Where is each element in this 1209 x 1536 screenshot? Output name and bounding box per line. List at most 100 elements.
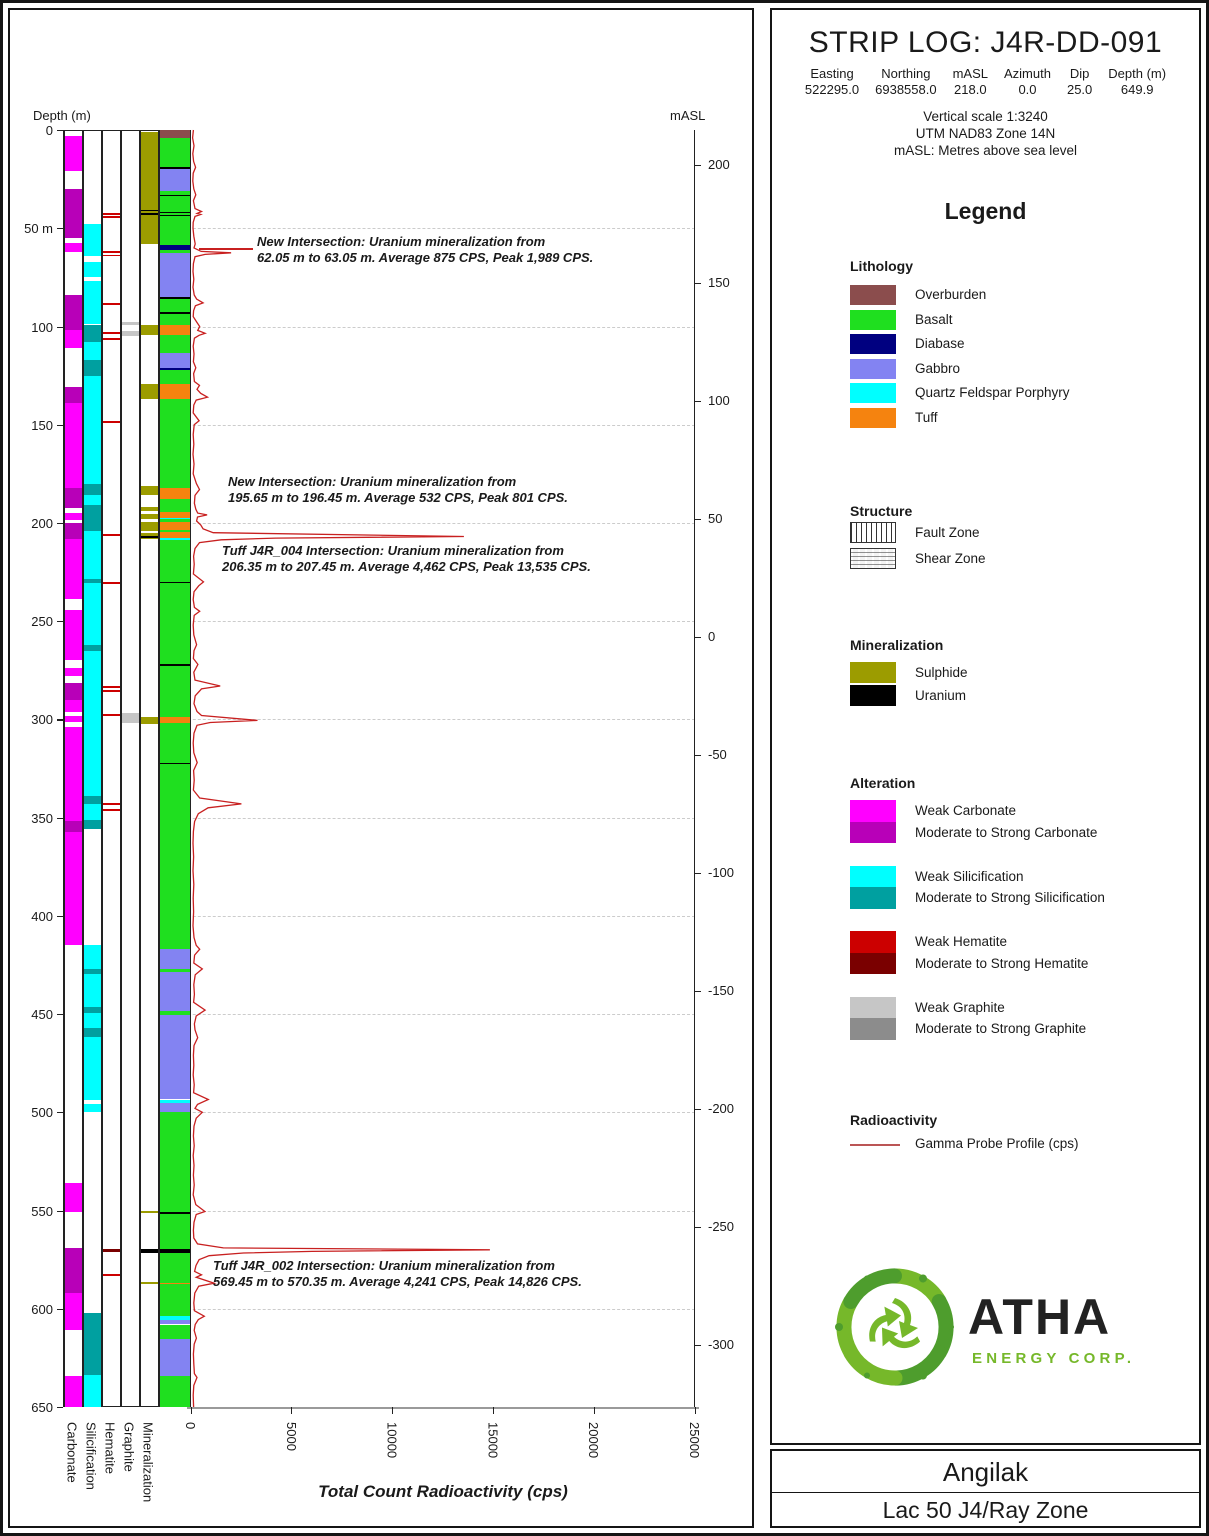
depth-tick-label: 500 bbox=[31, 1105, 53, 1121]
lithology-interval-gabbro bbox=[160, 949, 190, 969]
depth-tick-label: 100 bbox=[31, 319, 53, 335]
lithology-uranium-mark bbox=[160, 211, 190, 214]
lithology-interval-diabase bbox=[160, 367, 190, 370]
silicification-interval bbox=[84, 1104, 101, 1113]
radioactivity-label: Gamma Probe Profile (cps) bbox=[915, 1136, 1079, 1151]
carbonate-interval bbox=[65, 820, 82, 833]
depth-tick-label: 550 bbox=[31, 1203, 53, 1219]
carbonate-interval bbox=[65, 1293, 82, 1331]
graphite-interval bbox=[122, 331, 139, 336]
gamma-line-swatch bbox=[850, 1144, 900, 1146]
column-mineralization bbox=[140, 130, 159, 1407]
structure-swatch-fault bbox=[850, 522, 896, 543]
lithology-interval-basalt bbox=[160, 1252, 190, 1283]
hematite-interval bbox=[103, 689, 120, 692]
depth-tick bbox=[57, 130, 63, 132]
mineralization-interval bbox=[141, 485, 158, 496]
depth-tick bbox=[57, 1112, 63, 1114]
lithology-swatch-gabbro bbox=[850, 358, 896, 379]
lithology-interval-basalt bbox=[160, 297, 190, 325]
cps-tick-label: 10000 bbox=[384, 1422, 400, 1459]
hole-info-easting: Easting 522295.0 bbox=[805, 66, 859, 98]
lithology-interval-basalt bbox=[160, 968, 190, 972]
depth-tick-label: 450 bbox=[31, 1007, 53, 1023]
mineralization-interval bbox=[141, 514, 158, 519]
lithology-interval-basalt bbox=[160, 1375, 190, 1407]
alteration-label-strong: Moderate to Strong Silicification bbox=[915, 890, 1105, 905]
lithology-swatch-basalt bbox=[850, 309, 896, 330]
hole-info-label: Depth (m) bbox=[1108, 66, 1167, 81]
hole-info-northing: Northing 6938558.0 bbox=[875, 66, 936, 98]
silicification-interval bbox=[84, 973, 101, 1008]
hematite-interval bbox=[103, 686, 120, 688]
cps-tick bbox=[694, 1407, 696, 1414]
intersection-annotation: Tuff J4R_002 Intersection: Uranium miner… bbox=[213, 1258, 582, 1289]
footer-divider bbox=[772, 1492, 1199, 1493]
silicification-interval bbox=[84, 945, 101, 969]
hole-info-value: 649.9 bbox=[1120, 82, 1154, 97]
hole-info-value: 522295.0 bbox=[804, 82, 860, 97]
depth-tick bbox=[57, 1014, 63, 1016]
column-title-hematite: Hematite bbox=[102, 1422, 118, 1475]
carbonate-interval bbox=[65, 1375, 82, 1407]
lithology-uranium-mark bbox=[160, 664, 190, 666]
lithology-swatch-qfp bbox=[850, 383, 896, 403]
title-legend-panel: STRIP LOG: J4R-DD-091 Easting 522295.0 Nor… bbox=[770, 8, 1201, 1445]
alteration-label-weak: Weak Graphite bbox=[915, 999, 1005, 1015]
lithology-interval-tuff bbox=[160, 532, 190, 539]
mineralization-interval bbox=[141, 132, 158, 244]
carbonate-interval bbox=[65, 188, 82, 239]
hematite-interval bbox=[103, 332, 120, 335]
lithology-uranium-mark bbox=[160, 214, 190, 217]
carbonate-interval bbox=[65, 538, 82, 600]
project-name: Angilak bbox=[942, 1457, 1029, 1487]
masl-tick-label: 200 bbox=[708, 157, 730, 172]
legend-heading-radioactivity: Radioactivity bbox=[850, 1112, 938, 1128]
mineralization-swatch-uranium bbox=[850, 685, 896, 706]
masl-tick bbox=[695, 991, 701, 993]
depth-tick-label: 150 bbox=[31, 417, 53, 433]
hematite-interval bbox=[103, 1249, 120, 1252]
lithology-uranium-mark bbox=[160, 297, 190, 299]
depth-tick bbox=[57, 326, 63, 328]
lithology-interval-basalt bbox=[160, 1011, 190, 1016]
column-silicification bbox=[83, 130, 102, 1407]
depth-tick bbox=[57, 719, 63, 721]
cps-axis-title: Total Count Radioactivity (cps) bbox=[318, 1482, 568, 1501]
column-lithology bbox=[159, 130, 191, 1407]
hole-info-value: 6938558.0 bbox=[875, 82, 937, 97]
scale-notes: Vertical scale 1:3240 UTM NAD83 Zone 14N… bbox=[772, 108, 1199, 159]
hole-info-value: 0.0 bbox=[1018, 82, 1037, 97]
hole-info-value: 25.0 bbox=[1066, 82, 1093, 97]
masl-tick bbox=[695, 283, 701, 285]
hematite-interval bbox=[103, 302, 120, 305]
depth-tick-label: 0 bbox=[45, 123, 53, 138]
column-title-graphite: Graphite bbox=[121, 1422, 137, 1472]
masl-tick bbox=[695, 401, 701, 403]
lithology-uranium-mark bbox=[160, 167, 190, 169]
carbonate-interval bbox=[65, 513, 82, 520]
lithology-uranium-mark bbox=[160, 581, 190, 584]
depth-tick bbox=[57, 228, 63, 230]
depth-tick-label: 300 bbox=[31, 712, 53, 728]
silicification-interval bbox=[84, 324, 101, 343]
alteration-swatch-weak bbox=[850, 865, 896, 887]
carbonate-interval bbox=[65, 135, 82, 172]
hematite-interval bbox=[103, 581, 120, 584]
lithology-interval-basalt bbox=[160, 723, 190, 950]
silicification-interval bbox=[84, 375, 101, 484]
masl-tick bbox=[695, 165, 701, 167]
masl-tick bbox=[695, 519, 701, 521]
silicification-interval bbox=[84, 650, 101, 796]
hematite-interval bbox=[103, 338, 120, 341]
lithology-uranium-mark bbox=[160, 194, 190, 197]
alteration-swatch-weak bbox=[850, 800, 896, 822]
silicification-interval bbox=[84, 578, 101, 583]
masl-tick-label: -200 bbox=[708, 1101, 735, 1116]
depth-tick bbox=[57, 817, 63, 819]
column-title-silicification: Silicification bbox=[83, 1422, 99, 1490]
carbonate-interval bbox=[65, 403, 82, 488]
hematite-interval bbox=[103, 808, 120, 811]
masl-tick bbox=[695, 1109, 701, 1111]
